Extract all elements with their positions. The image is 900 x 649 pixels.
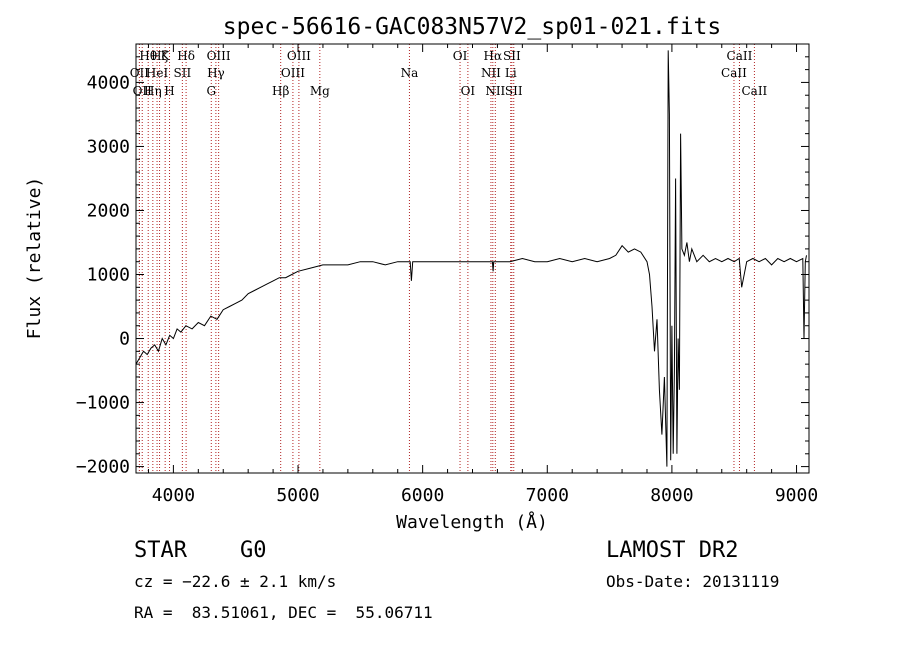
y-axis: −2000 −1000 0 1000 2000 3000 4000 [76,56,809,478]
observation-date: Obs-Date: 20131119 [606,572,780,591]
y-tick-label-2: 0 [119,329,130,350]
plot-frame [135,43,810,474]
line-label-8: SII [174,66,192,80]
line-label-24: SII [503,49,521,63]
spectrum-line [135,50,807,467]
line-label-21: Hα [484,49,503,63]
line-label-5: Hζ [151,49,168,63]
line-label-4: HeI [146,66,169,80]
line-label-3: Hη [144,84,162,98]
line-label-10: G [206,84,216,98]
line-label-18: OI [453,49,468,63]
x-tick-label-1: 5000 [276,485,319,506]
y-tick-label-5: 3000 [87,136,130,157]
line-label-15: OIII [287,49,311,63]
survey-name: LAMOST DR2 [606,538,739,563]
line-label-12: OIII [207,49,231,63]
x-axis-label: Wavelength (Å) [396,511,548,533]
redshift-cz: cz = −22.6 ± 2.1 km/s [134,572,337,591]
line-label-20: NII [481,66,501,80]
line-label-14: OIII [281,66,305,80]
y-tick-label-1: −1000 [76,393,130,414]
y-axis-label: Flux (relative) [24,177,45,340]
line-label-26: CaII [721,66,747,80]
spectral-line-labels: OIIOIIHθHηHeIHζKHSIIHδGHγOIIIHβOIIIOIIIM… [130,49,768,98]
line-label-23: Li [505,66,517,80]
x-tick-label-3: 7000 [526,485,569,506]
chart-title: spec-56616-GAC083N57V2_sp01-021.fits [223,14,722,40]
line-label-2: Hθ [139,49,157,63]
x-tick-label-5: 9000 [775,485,818,506]
line-label-6: K [161,49,171,63]
x-tick-label-2: 6000 [401,485,444,506]
x-tick-label-0: 4000 [152,485,195,506]
y-tick-label-0: −2000 [76,457,130,478]
y-tick-label-4: 2000 [87,200,130,221]
line-label-9: Hδ [177,49,195,63]
line-label-28: CaII [741,84,767,98]
line-label-27: CaII [727,49,753,63]
line-label-16: Mg [310,84,330,98]
x-tick-label-4: 8000 [650,485,693,506]
y-tick-label-3: 1000 [87,265,130,286]
y-tick-label-6: 4000 [87,72,130,93]
line-label-22: NII [485,84,505,98]
line-label-7: H [164,84,174,98]
spectral-line-markers [138,44,755,473]
coordinates: RA = 83.51061, DEC = 55.06711 [134,603,433,622]
line-label-0: OII [130,66,150,80]
line-label-19: OI [461,84,476,98]
line-label-1: OII [133,84,153,98]
x-axis: 4000 5000 6000 7000 8000 9000 [147,44,818,506]
line-label-25: SII [505,84,523,98]
object-class: STAR [134,538,187,563]
line-label-17: Na [401,66,419,80]
object-subclass: G0 [240,538,267,563]
line-label-13: Hβ [272,84,289,98]
line-label-11: Hγ [207,66,225,80]
